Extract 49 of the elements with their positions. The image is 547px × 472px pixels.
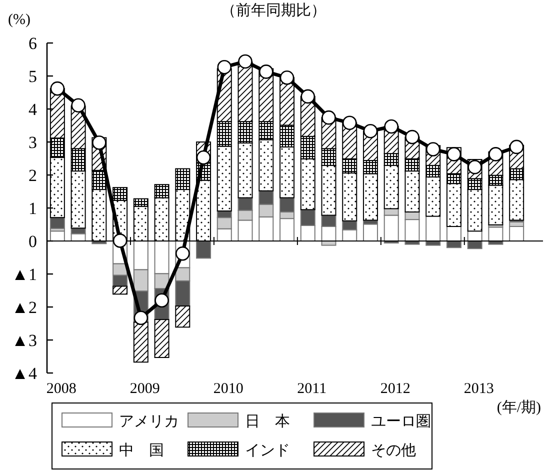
bar: [112, 286, 128, 295]
x-tick-label: 2012: [380, 381, 410, 397]
point: [71, 98, 86, 113]
point: [488, 147, 503, 162]
y-tick-label: 5: [28, 67, 37, 86]
point: [509, 140, 524, 154]
legend-label: 日 本: [245, 413, 290, 430]
point: [342, 116, 357, 130]
point: [92, 136, 106, 150]
point: [300, 89, 316, 104]
x-tick-label: 2008: [46, 381, 76, 397]
legend-label: ユーロ圏: [371, 414, 431, 430]
chart-title: （前年同期比）: [221, 2, 326, 19]
y-tick-label: 2: [28, 166, 37, 185]
x-tick-label: 2009: [130, 381, 160, 397]
point: [280, 70, 294, 85]
point: [405, 130, 420, 144]
point: [384, 119, 398, 134]
bar: [50, 217, 65, 229]
y-tick-label: ▲2: [12, 298, 37, 317]
point: [112, 234, 128, 248]
bar: [175, 306, 190, 328]
bar: [196, 240, 212, 259]
x-tick-label: 2010: [213, 381, 244, 397]
point: [238, 54, 252, 69]
y-tick-label: 6: [28, 34, 37, 53]
x-axis-title: (年/期): [496, 399, 541, 416]
y-tick-label: 1: [28, 199, 37, 218]
legend-label: 中 国: [119, 442, 164, 459]
y-tick-label: 0: [28, 232, 37, 251]
y-tick-label: 3: [28, 133, 37, 152]
bar: [362, 224, 378, 242]
legend-label: インド: [245, 443, 290, 459]
legend-label: アメリカ: [119, 414, 179, 430]
y-tick-label: 4: [28, 100, 38, 119]
y-tick-label: ▲4: [12, 364, 38, 383]
point: [258, 64, 274, 79]
y-tick-label: ▲1: [12, 265, 37, 284]
point: [134, 310, 148, 326]
point: [217, 60, 232, 74]
point: [322, 110, 336, 125]
x-tick-label: 2013: [464, 381, 494, 397]
point: [50, 81, 65, 96]
y-axis-title: (%): [8, 12, 30, 28]
bar: [154, 319, 170, 358]
point: [363, 124, 378, 138]
legend-label: その他: [371, 442, 416, 459]
y-tick-label: ▲3: [12, 331, 37, 350]
x-tick-label: 2011: [297, 381, 327, 397]
